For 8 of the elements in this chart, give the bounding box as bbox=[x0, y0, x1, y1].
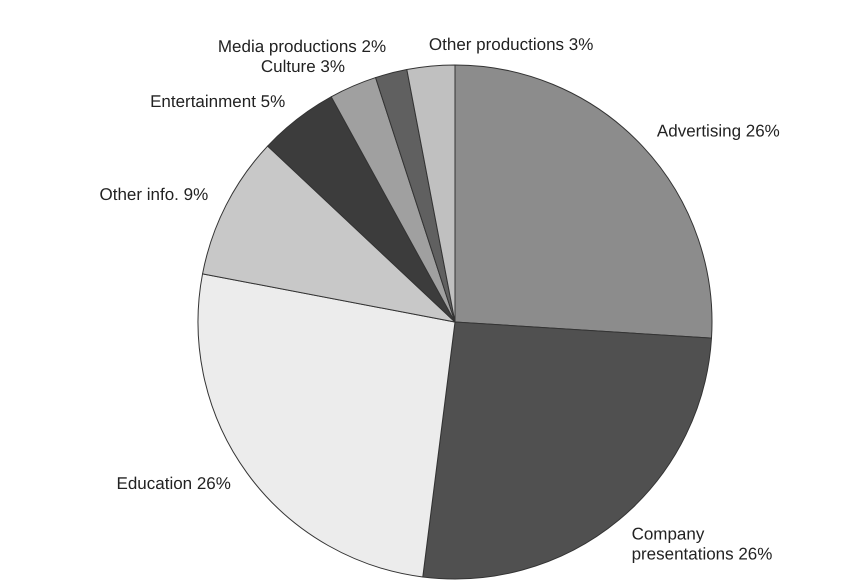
slice-label: Culture 3% bbox=[260, 57, 345, 76]
slice-label: Entertainment 5% bbox=[150, 92, 286, 112]
slice-label: Other productions 3% bbox=[428, 36, 594, 55]
slice-label: Media productions 2% bbox=[218, 37, 386, 56]
slice-label: Education 26% bbox=[116, 474, 231, 494]
slice-label: Company presentations 26% bbox=[632, 524, 772, 564]
slice-label: Other info. 9% bbox=[100, 186, 208, 205]
slice-label: Advertising 26% bbox=[656, 122, 780, 141]
